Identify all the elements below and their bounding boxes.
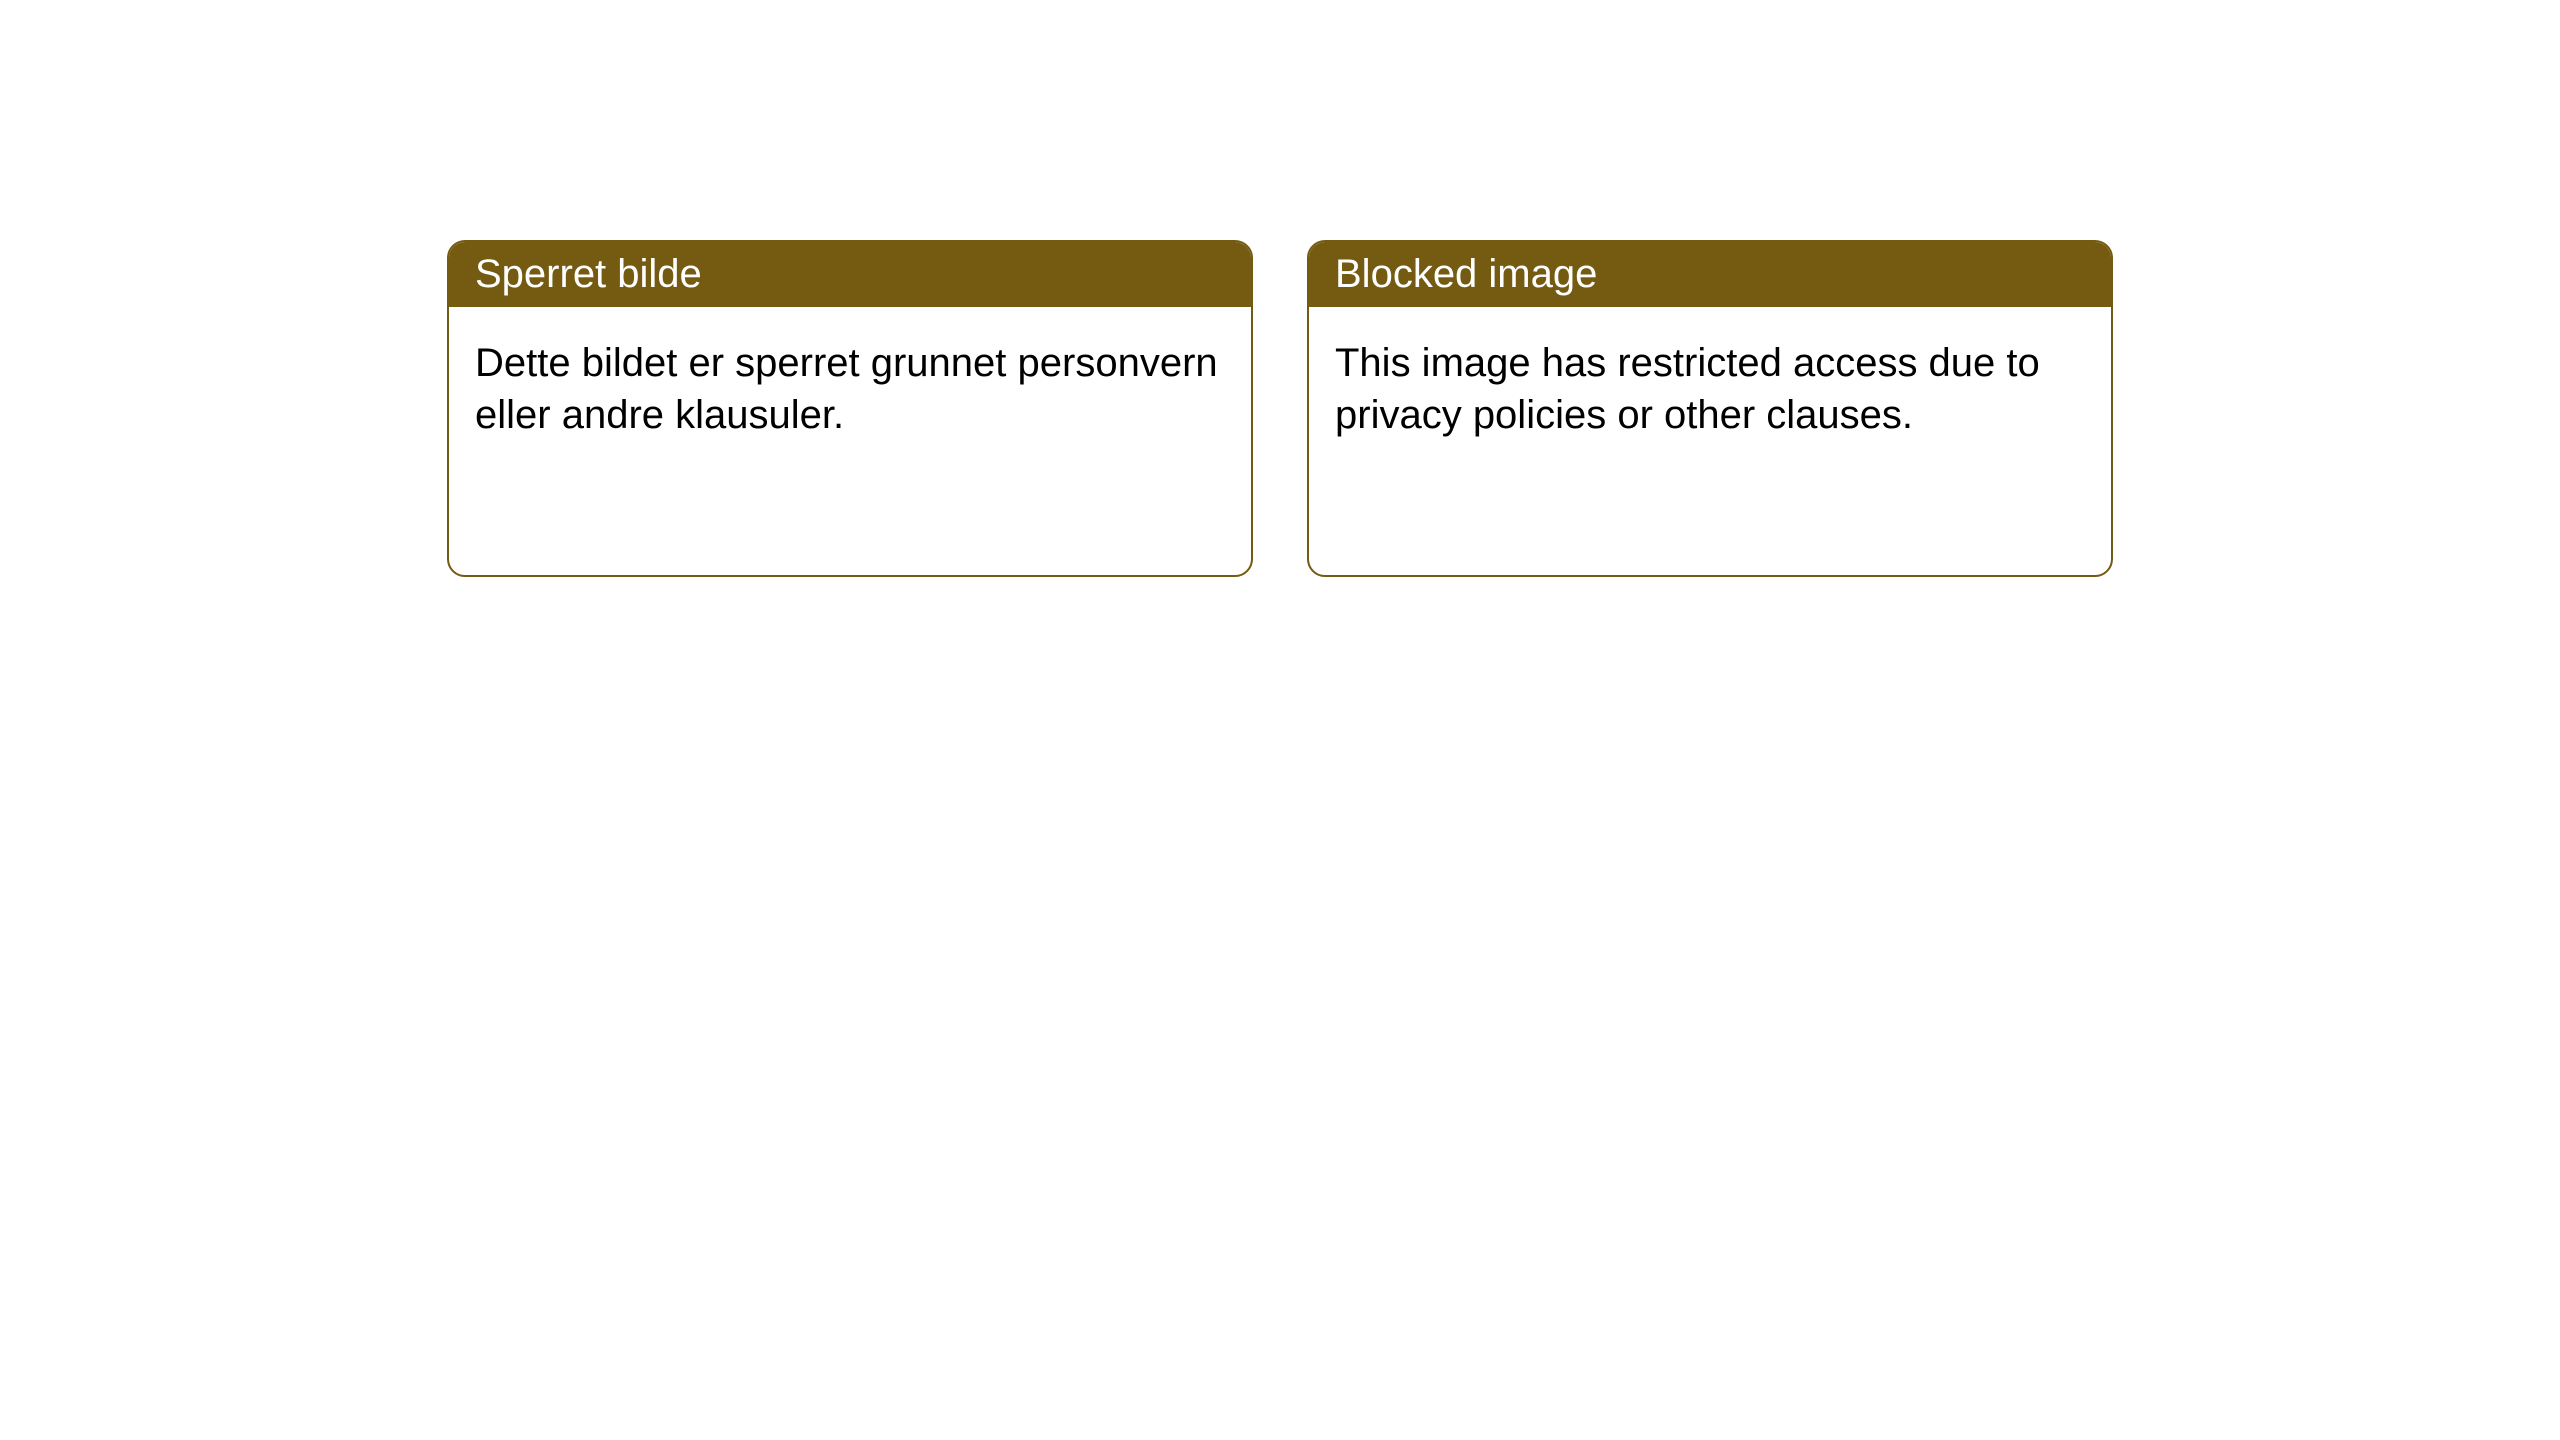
notice-body: Dette bildet er sperret grunnet personve… xyxy=(449,307,1251,461)
notice-header: Sperret bilde xyxy=(449,242,1251,307)
notice-header: Blocked image xyxy=(1309,242,2111,307)
notice-card-english: Blocked image This image has restricted … xyxy=(1307,240,2113,577)
notice-body: This image has restricted access due to … xyxy=(1309,307,2111,461)
notice-container: Sperret bilde Dette bildet er sperret gr… xyxy=(447,240,2113,577)
notice-card-norwegian: Sperret bilde Dette bildet er sperret gr… xyxy=(447,240,1253,577)
